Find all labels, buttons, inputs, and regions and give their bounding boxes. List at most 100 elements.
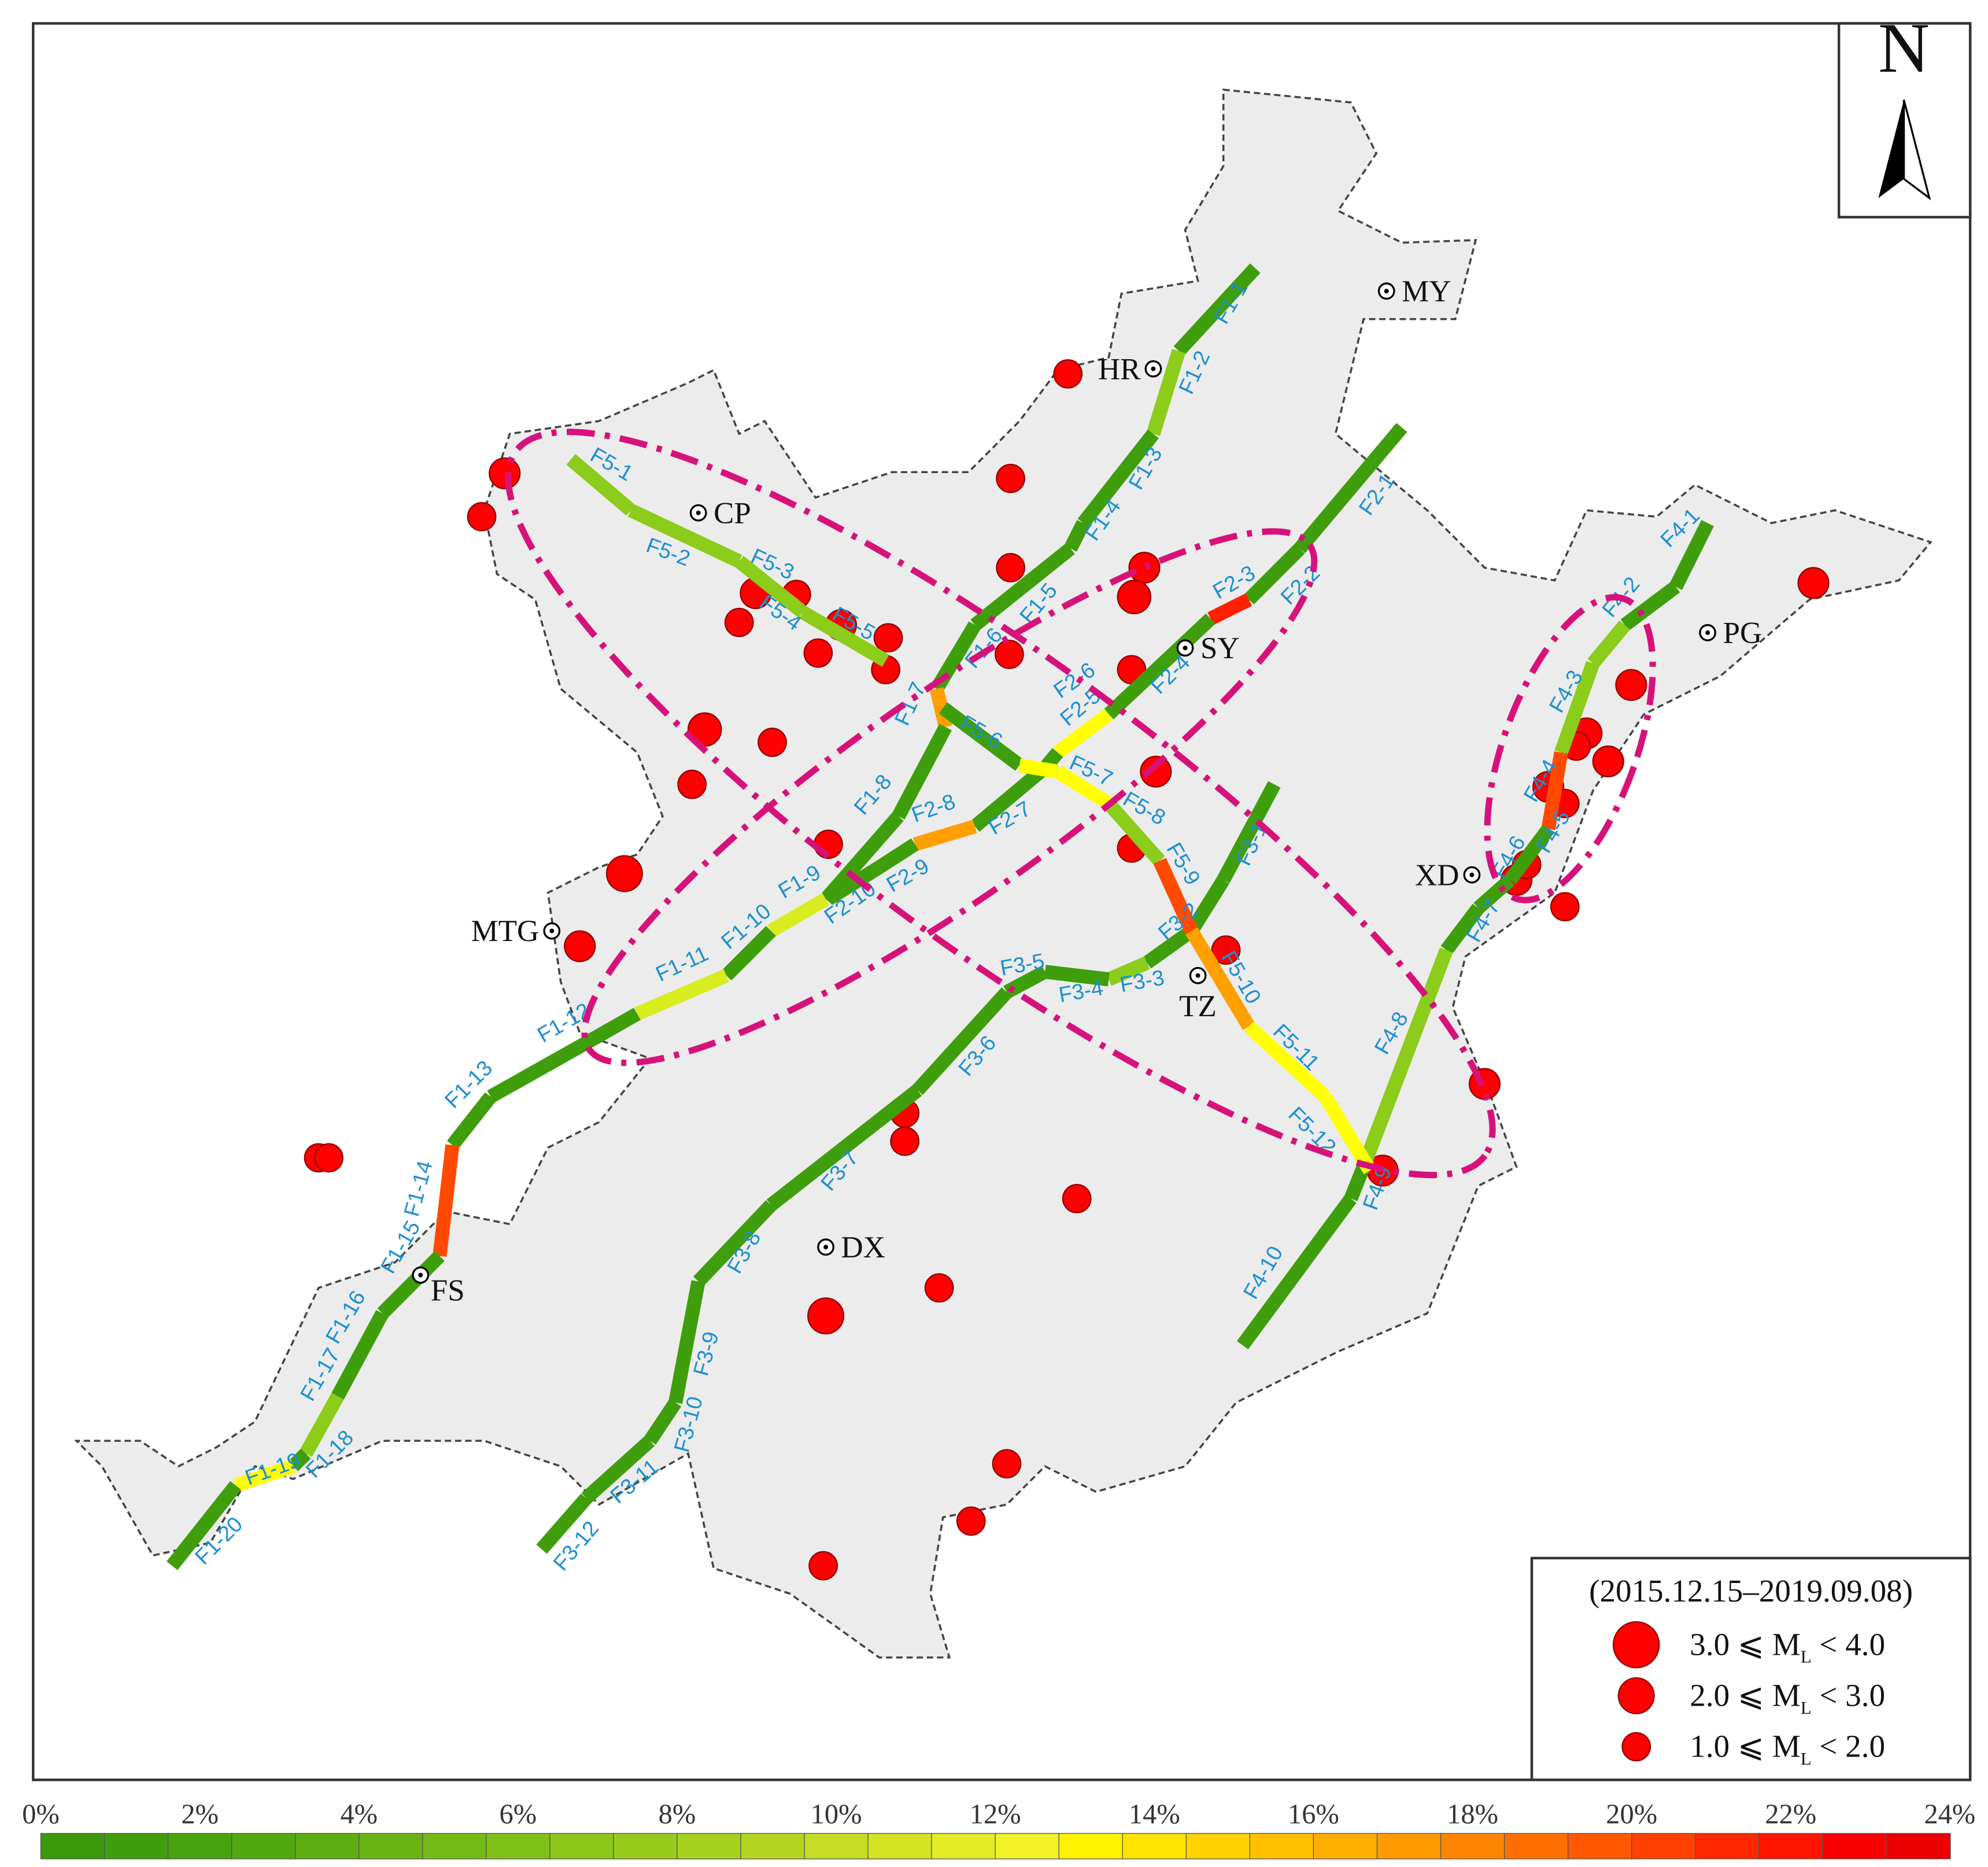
fault-segment xyxy=(912,987,1013,1095)
city-label: DX xyxy=(841,1231,885,1264)
colorbar-swatch xyxy=(1376,1833,1442,1859)
region-boundary xyxy=(73,88,1932,1659)
earthquake-dot xyxy=(992,1449,1022,1479)
fault-segment xyxy=(581,1436,655,1504)
earthquake-dot xyxy=(1053,359,1083,389)
legend-box: (2015.12.15–2019.09.08) 3.0 ⩽ ML < 4.0 2… xyxy=(1530,1556,1972,1781)
fault-segment xyxy=(1185,927,1255,1031)
legend-dot-large xyxy=(1612,1621,1660,1669)
earthquake-dot xyxy=(489,457,521,489)
fault-segments xyxy=(167,263,1714,1570)
colorbar-swatch xyxy=(1631,1833,1697,1859)
fault-segment xyxy=(1146,349,1186,436)
fault-segment xyxy=(693,1200,777,1286)
earthquake-dot xyxy=(1797,567,1830,599)
colorbar-swatch xyxy=(677,1833,742,1859)
colorbar-swatch xyxy=(1503,1833,1569,1859)
earthquake-dot xyxy=(808,1551,838,1581)
earthquake-dot xyxy=(1140,755,1172,788)
city-xd: XD xyxy=(1415,858,1481,892)
fault-segment xyxy=(331,1309,389,1400)
north-label: N xyxy=(1878,8,1930,87)
colorbar-tick-label: 12% xyxy=(970,1799,1021,1829)
colorbar-swatch xyxy=(1249,1833,1315,1859)
legend-item-0: 3.0 ⩽ ML < 4.0 xyxy=(1690,1626,1885,1666)
colorbar-swatch xyxy=(40,1833,106,1859)
fault-segment xyxy=(1319,1093,1376,1175)
fault-segment xyxy=(1064,519,1090,552)
city-label: SY xyxy=(1200,632,1240,665)
fault-segment xyxy=(1104,613,1215,720)
colorbar-tick-label: 4% xyxy=(340,1799,378,1829)
fault-segment xyxy=(288,1448,311,1471)
colorbar-swatch xyxy=(613,1833,678,1859)
earthquake-dot xyxy=(564,930,596,962)
fault-segment xyxy=(233,1459,295,1492)
colorbar-swatch xyxy=(104,1833,169,1859)
earthquake-dot xyxy=(995,640,1024,669)
fault-segment xyxy=(1173,263,1261,356)
fault-segment xyxy=(627,504,742,568)
fault-segment xyxy=(892,724,952,820)
city-dx: DX xyxy=(817,1231,885,1264)
fault-segment xyxy=(734,556,807,618)
city-label: MY xyxy=(1402,275,1451,308)
fault-segment xyxy=(1103,799,1165,866)
fault-segment xyxy=(1018,758,1059,779)
earthquake-dot xyxy=(996,463,1025,493)
earthquake-dot xyxy=(803,638,833,668)
fault-segment xyxy=(1153,858,1198,934)
fault-segment xyxy=(1185,876,1229,935)
earthquake-dot xyxy=(1211,935,1241,965)
fault-segment xyxy=(1504,825,1554,884)
fault-segment xyxy=(668,1280,705,1404)
city-tz: TZ xyxy=(1179,966,1217,1023)
fault-segment xyxy=(1106,956,1150,986)
city-pg: PG xyxy=(1699,617,1762,650)
fault-segment xyxy=(970,543,1075,631)
colorbar-swatch xyxy=(1886,1833,1951,1859)
colorbar-swatch xyxy=(867,1833,933,1859)
earthquake-dot xyxy=(724,607,754,637)
colorbar-swatch xyxy=(1822,1833,1887,1859)
colorbar: 0% 2% 4% 6% 8% 10% 12% 14% 16% 18% 20% 22% 24% xyxy=(22,1799,1975,1859)
city-mtg: MTG xyxy=(471,914,561,948)
city-sy: SY xyxy=(1176,632,1240,665)
fault-segment xyxy=(1143,925,1196,969)
earthquake-dot xyxy=(996,553,1025,582)
earthquake-dot xyxy=(956,1506,986,1536)
legend-period: (2015.12.15–2019.09.08) xyxy=(1589,1573,1913,1608)
colorbar-swatch xyxy=(804,1833,869,1859)
fault-segment xyxy=(825,861,884,905)
fault-segment xyxy=(1244,1021,1331,1102)
colorbar-swatch xyxy=(1122,1833,1188,1859)
colorbar-tick-label: 0% xyxy=(22,1799,60,1829)
colorbar-tick-label: 6% xyxy=(500,1799,537,1829)
fault-segment xyxy=(912,820,977,851)
earthquake-dot xyxy=(873,623,903,653)
fault-segment xyxy=(1053,709,1113,758)
city-label: FS xyxy=(431,1274,465,1308)
colorbar-swatch xyxy=(740,1833,805,1859)
earthquake-dot xyxy=(677,769,707,799)
colorbar-swatch xyxy=(359,1833,424,1859)
ellipse-f4 xyxy=(1484,594,1656,903)
earthquake-dot xyxy=(1615,669,1647,701)
city-fs: FS xyxy=(412,1266,465,1308)
earthquake-dot xyxy=(605,855,643,892)
fault-segment xyxy=(875,838,919,873)
colorbar-swatch xyxy=(995,1833,1060,1859)
fault-segment xyxy=(1473,875,1515,914)
fault-segment xyxy=(1620,581,1680,631)
fault-segment xyxy=(536,1493,592,1554)
fault-segment xyxy=(644,1399,682,1445)
fault-segment xyxy=(1044,965,1110,987)
city-markers: MY HR CP SY PG XD MTG TZ FS DX xyxy=(412,275,1762,1308)
colorbar-swatch xyxy=(1313,1833,1379,1859)
city-label: PG xyxy=(1723,617,1762,650)
legend-dot-small xyxy=(1621,1732,1651,1762)
fault-segment xyxy=(589,1008,641,1046)
fault-segment xyxy=(300,1393,344,1458)
earthquake-dot xyxy=(1117,580,1152,614)
earthquake-dot xyxy=(467,501,497,532)
